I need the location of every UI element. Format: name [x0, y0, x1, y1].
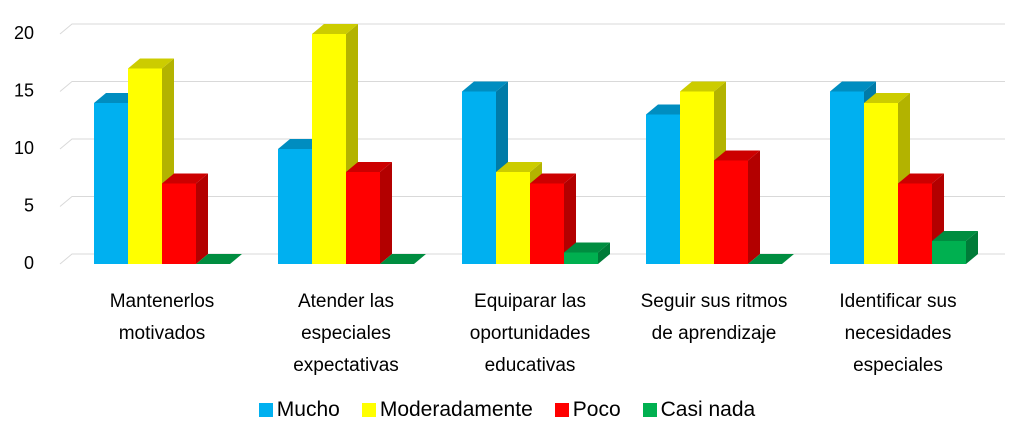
bar-top	[530, 173, 576, 184]
bar	[932, 241, 966, 264]
bar	[278, 149, 312, 264]
bar-side	[748, 150, 760, 264]
x-tick-label: Atender las especiales expectativas	[293, 291, 399, 376]
legend-swatch	[361, 403, 376, 417]
x-tick-label: Seguir sus ritmos de aprendizaje	[640, 291, 788, 344]
bar-side	[598, 242, 610, 264]
bar-side	[966, 231, 978, 264]
bar	[564, 252, 598, 264]
y-tick-label: 10	[14, 138, 34, 158]
bar-top	[864, 93, 910, 103]
bar-top	[346, 162, 392, 172]
bar-top	[462, 81, 508, 92]
bar	[462, 91, 496, 264]
y-tick-label: 0	[24, 253, 34, 273]
y-tick-label: 20	[14, 23, 34, 43]
bar-side	[564, 173, 576, 264]
bar	[346, 172, 380, 264]
bar-top	[162, 173, 208, 184]
bar	[864, 103, 898, 264]
bar	[898, 183, 932, 264]
bar-side	[380, 162, 392, 264]
legend-item: Casi nada	[642, 398, 756, 422]
bar	[530, 183, 564, 264]
bar-top	[380, 254, 426, 264]
legend-item: Poco	[554, 398, 621, 422]
bar-top	[564, 242, 610, 253]
bar-top	[496, 162, 542, 172]
bar	[646, 114, 680, 264]
bar-top	[680, 81, 726, 92]
legend-swatch	[642, 403, 657, 417]
legend-label: Moderadamente	[379, 398, 533, 421]
bar-top	[196, 254, 242, 264]
bar-top	[128, 58, 174, 69]
legend: Mucho Moderadamente Poco Casi nada	[0, 398, 1014, 422]
bar	[312, 34, 346, 264]
bar-top	[898, 173, 944, 184]
bar-top	[714, 150, 760, 161]
bar	[128, 68, 162, 264]
grid-line	[59, 23, 1005, 35]
bar	[680, 91, 714, 264]
legend-item: Moderadamente	[361, 398, 533, 422]
bar	[830, 91, 864, 264]
legend-label: Mucho	[276, 398, 340, 421]
legend-item: Mucho	[258, 398, 340, 422]
bar	[162, 183, 196, 264]
legend-label: Poco	[572, 398, 621, 421]
bar-top	[830, 81, 876, 92]
plot-area: 0 5 10 15 20	[14, 23, 1005, 273]
bar	[496, 172, 530, 264]
bar-side	[196, 173, 208, 264]
y-tick-label: 15	[14, 80, 34, 100]
bar-top	[312, 24, 358, 34]
x-tick-label: Equiparar las oportunidades educativas	[469, 291, 591, 376]
legend-swatch	[258, 403, 273, 417]
x-tick-label: Identificar sus necesidades especiales	[839, 291, 957, 376]
legend-swatch	[554, 403, 569, 417]
bar-top	[748, 254, 794, 264]
bar	[94, 103, 128, 264]
legend-label: Casi nada	[660, 398, 756, 421]
bar	[714, 160, 748, 264]
y-tick-label: 5	[24, 195, 34, 215]
bar-top	[932, 231, 978, 241]
x-tick-label: Mantenerlos motivados	[109, 291, 215, 344]
